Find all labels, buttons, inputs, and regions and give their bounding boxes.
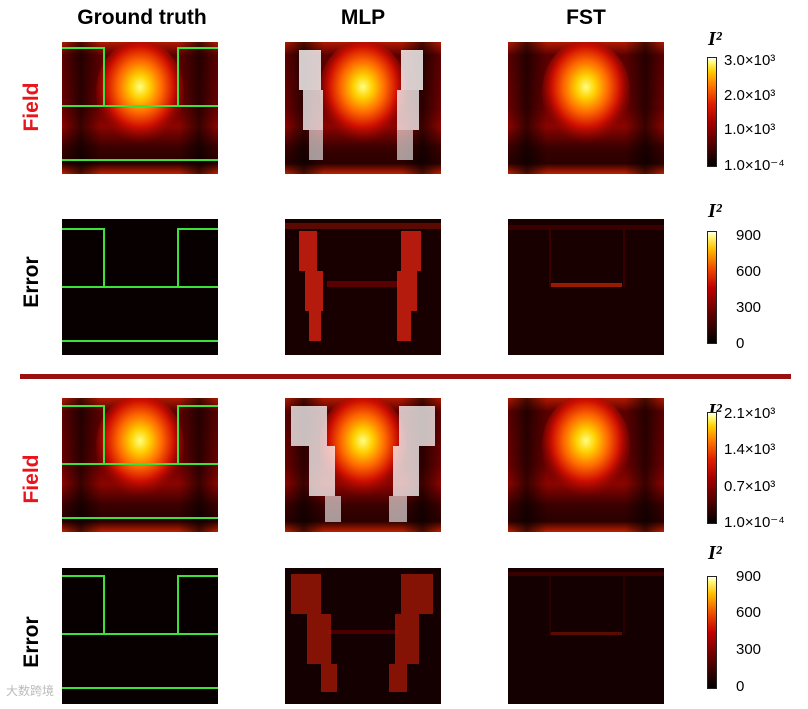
colorbar-tick: 2.1×10³	[724, 405, 776, 422]
error-map-ground-truth-bottom	[62, 568, 218, 704]
field-map-fst-bottom	[508, 398, 664, 532]
watermark: 大数跨境	[6, 684, 55, 698]
colorbar-error-top	[707, 231, 717, 344]
field-map-fst-top	[508, 42, 664, 174]
colorbar-tick: 0.7×10³	[724, 478, 776, 495]
field-map-mlp-bottom	[285, 398, 441, 532]
colorbar-error-bottom	[707, 576, 717, 689]
error-map-ground-truth-top	[62, 219, 218, 355]
colorbar-field-bottom	[707, 412, 717, 524]
field-map-mlp-top	[285, 42, 441, 174]
colorbar-tick: 1.4×10³	[724, 441, 776, 458]
error-map-fst-top	[508, 219, 664, 355]
colorbar-tick: 1.0×10³	[724, 121, 776, 138]
colorbar-tick: 1.0×10⁻⁴	[724, 514, 785, 531]
colorbar-tick: 900	[736, 227, 762, 244]
colorbar-tick: 900	[736, 568, 762, 585]
colorbar-tick: 600	[736, 263, 762, 280]
colorbar-tick: 1.0×10⁻⁴	[724, 157, 785, 174]
mlp-noise-left	[299, 50, 323, 160]
row-label-field-top: Field	[20, 82, 43, 132]
field-map-ground-truth-top	[62, 42, 218, 174]
row-label-error-bottom: Error	[20, 616, 43, 668]
colorbar-tick: 3.0×10³	[724, 52, 776, 69]
error-map-mlp-bottom	[285, 568, 441, 704]
column-title-mlp: MLP	[340, 6, 386, 29]
colorbar-title: I²	[708, 28, 722, 50]
field-map-ground-truth-bottom	[62, 398, 218, 532]
row-label-field-bottom: Field	[20, 454, 43, 504]
error-map-mlp-top	[285, 219, 441, 355]
colorbar-tick: 0	[736, 335, 745, 352]
colorbar-tick: 300	[736, 641, 762, 658]
colorbar-field-top	[707, 57, 717, 167]
colorbar-tick: 300	[736, 299, 762, 316]
column-title-fst: FST	[566, 6, 606, 29]
section-divider	[20, 374, 791, 379]
mlp-noise-right	[397, 50, 423, 160]
row-label-error-top: Error	[20, 256, 43, 308]
error-map-fst-bottom	[508, 568, 664, 704]
colorbar-title: I²	[708, 200, 722, 222]
colorbar-tick: 0	[736, 678, 745, 695]
colorbar-tick: 2.0×10³	[724, 87, 776, 104]
colorbar-title: I²	[708, 542, 722, 564]
colorbar-tick: 600	[736, 604, 762, 621]
column-title-ground-truth: Ground truth	[77, 6, 207, 29]
